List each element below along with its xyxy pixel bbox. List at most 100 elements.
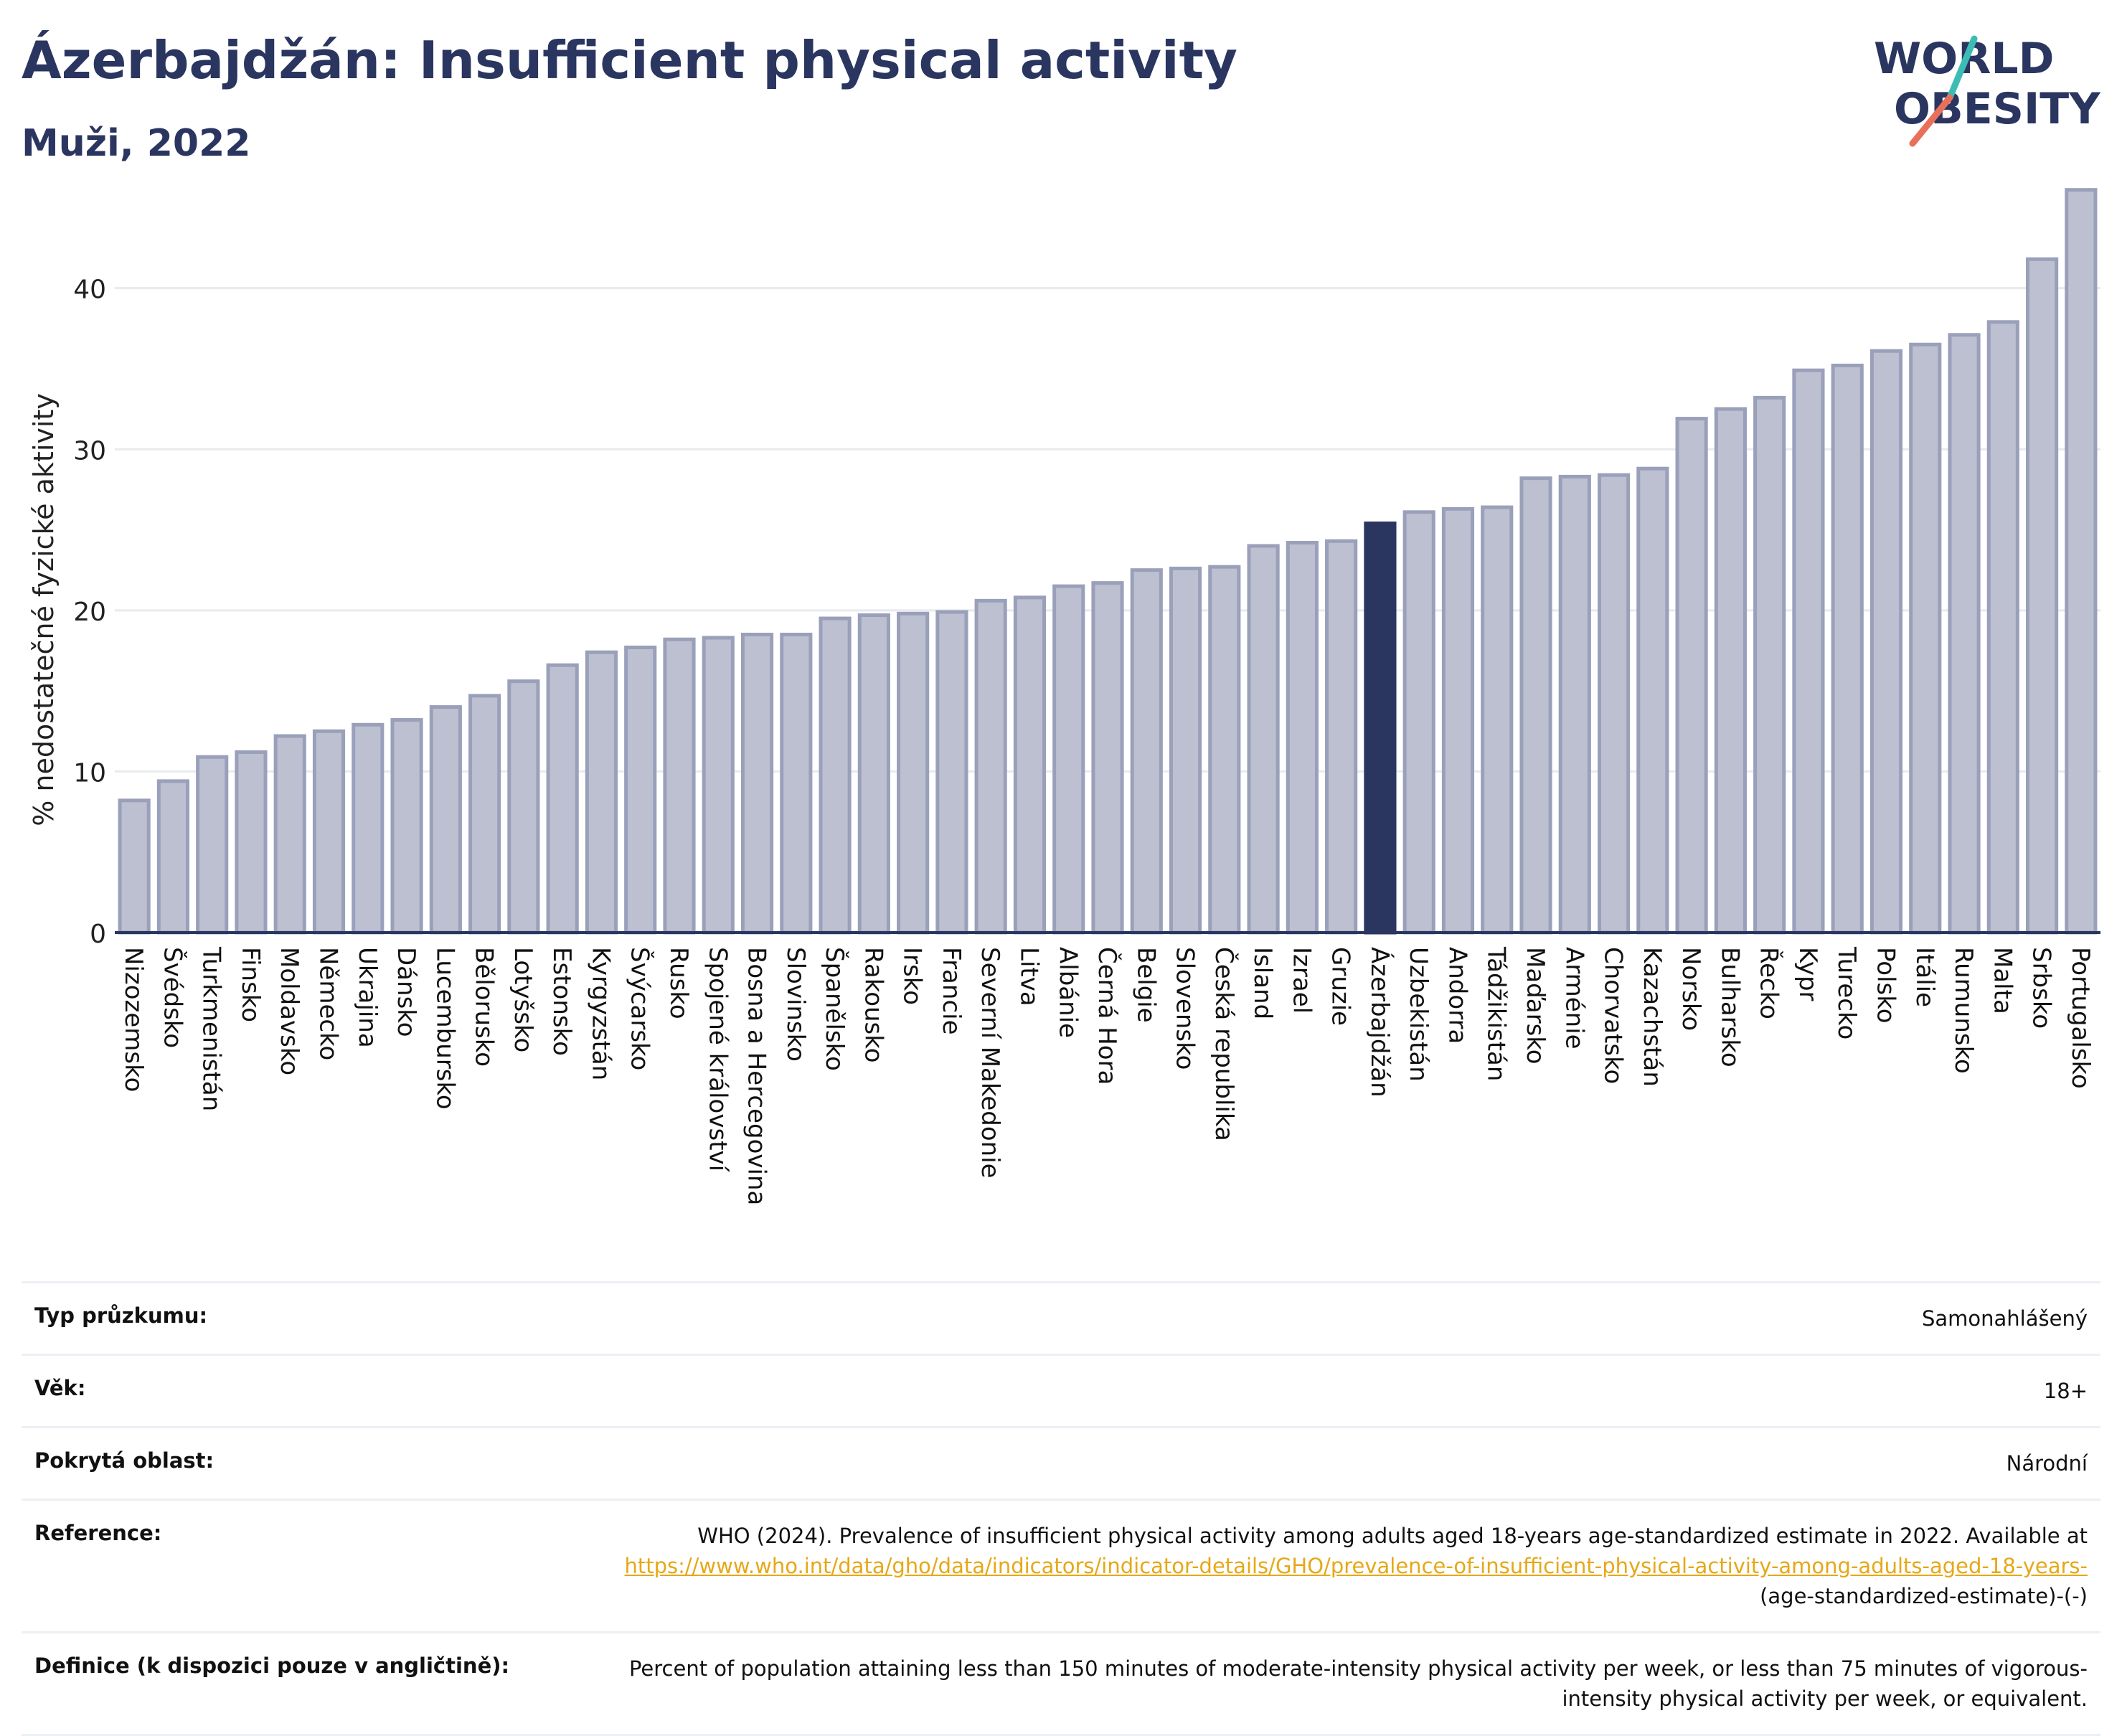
bar [1714,407,1747,935]
y-axis-label: % nedostatečné fyzické aktivity [28,393,60,826]
info-key: Pokrytá oblast: [22,1426,564,1500]
x-tick-label: Ázerbajdžán [1365,947,1395,1098]
x-tick-label: Srbsko [2027,947,2056,1029]
bars [118,188,2098,935]
bar [1831,363,1864,935]
bar [1753,395,1786,935]
info-row-survey: Typ průzkumu: Samonahlášený [22,1281,2100,1355]
bar [1402,510,1435,935]
x-tick-label: Irsko [898,947,927,1005]
world-obesity-logo: WORLD OBESITY [1874,34,2101,147]
x-tick-label: Turkmenistán [197,946,226,1111]
x-tick-label: Lucembursko [430,947,459,1110]
x-tick-label: Španělsko [820,947,849,1071]
bar [819,616,852,935]
y-axis-ticks: 0 10 20 30 40 [73,275,106,949]
x-tick-label: Belgie [1131,947,1160,1023]
reference-link[interactable]: https://www.who.int/data/gho/data/indica… [624,1554,2088,1578]
x-tick-label: Izrael [1287,947,1316,1014]
info-key: Typ průzkumu: [22,1281,564,1355]
bar [156,779,189,935]
bar [273,734,306,935]
info-value: Percent of population attaining less tha… [564,1631,2100,1736]
x-tick-label: Česká republika [1209,947,1239,1141]
bar [1208,565,1241,935]
x-tick-label: Norsko [1677,947,1705,1031]
bar [663,637,696,935]
bar [1325,539,1358,935]
bar [2065,188,2098,935]
x-tick-label: Uzbekistán [1404,947,1433,1082]
x-tick-label: Severní Makedonie [976,947,1004,1179]
x-tick-label: Arménie [1560,947,1588,1049]
logo-slash-teal [1946,35,1978,101]
info-value: 18+ [564,1354,2100,1428]
x-tick-label: Finsko [236,947,265,1022]
x-tick-label: Moldavsko [275,947,303,1075]
bar [857,613,890,935]
bar [897,611,930,935]
x-tick-label: Maďarsko [1521,947,1550,1065]
bar [1519,476,1552,935]
bar [780,633,813,935]
info-row-reference: Reference: WHO (2024). Prevalence of ins… [22,1499,2100,1633]
x-tick-label: Polsko [1871,947,1900,1024]
x-tick-label: Kypr [1793,947,1822,1001]
x-tick-label: Kazachstán [1638,947,1666,1087]
x-tick-label: Tádžikistán [1482,946,1511,1081]
bar [1481,505,1514,935]
bar-chart: 0 10 20 30 40 Nizozemsko Švédsko Turkmenistán F… [28,188,2100,1205]
x-tick-label: Portugalsko [2066,947,2095,1089]
x-tick-label: Bosna a Hercegovina [742,947,771,1205]
info-row-area: Pokrytá oblast: Národní [22,1426,2100,1500]
bar [429,705,462,935]
info-row-age: Věk: 18+ [22,1354,2100,1428]
reference-tail: (age-standardized-estimate)-(-) [1760,1584,2088,1608]
bar [1052,584,1085,935]
x-tick-label: Turecko [1832,946,1861,1039]
bar [974,598,1007,935]
info-key: Reference: [22,1499,564,1633]
bar [2026,257,2059,935]
bar [1013,595,1047,935]
bar [1986,320,2019,935]
y-tick-label: 20 [73,598,106,627]
x-tick-label: Island [1248,947,1277,1019]
x-tick-label: Nizozemsko [119,947,148,1092]
y-tick-label: 30 [73,436,106,466]
bar [390,718,423,935]
info-table: Typ průzkumu: Samonahlášený Věk: 18+ Pok… [22,1281,2100,1736]
x-tick-label: Litva [1014,947,1043,1006]
bar [1441,506,1475,935]
bar [352,722,385,935]
x-tick-label: Slovensko [1171,947,1199,1070]
bar [740,633,774,935]
logo-slash-coral [1909,94,1953,147]
info-value: Národní [564,1426,2100,1500]
reference-value: WHO (2024). Prevalence of insufficient p… [564,1499,2100,1633]
x-tick-label: Gruzie [1326,947,1355,1026]
bar [585,650,618,935]
x-tick-label: Černá Hora [1093,947,1122,1085]
x-axis-ticks: Nizozemsko Švédsko Turkmenistán Finsko Molda… [119,946,2095,1205]
page-subtitle: Muži, 2022 [22,122,251,165]
x-tick-label: Itálie [1910,947,1939,1007]
x-tick-label: Andorra [1443,947,1471,1044]
bar [1247,544,1280,935]
bar [1675,417,1708,935]
bar [1558,474,1591,935]
bar [1091,581,1124,935]
page-title: Ázerbajdžán: Insufficient physical activ… [22,30,1237,90]
bar [118,798,151,935]
info-value: Samonahlášený [564,1281,2100,1355]
bar [624,645,657,935]
x-tick-label: Spojené království [703,947,732,1173]
bar [1597,473,1631,935]
info-key: Definice (k dispozici pouze v angličtině… [22,1631,564,1736]
x-tick-label: Rumunsko [1949,947,1978,1074]
x-tick-label: Slovinsko [781,947,810,1062]
x-tick-label: Bělorusko [470,947,499,1067]
x-tick-label: Německo [314,947,343,1060]
bar [196,755,229,935]
bar [1636,466,1669,935]
